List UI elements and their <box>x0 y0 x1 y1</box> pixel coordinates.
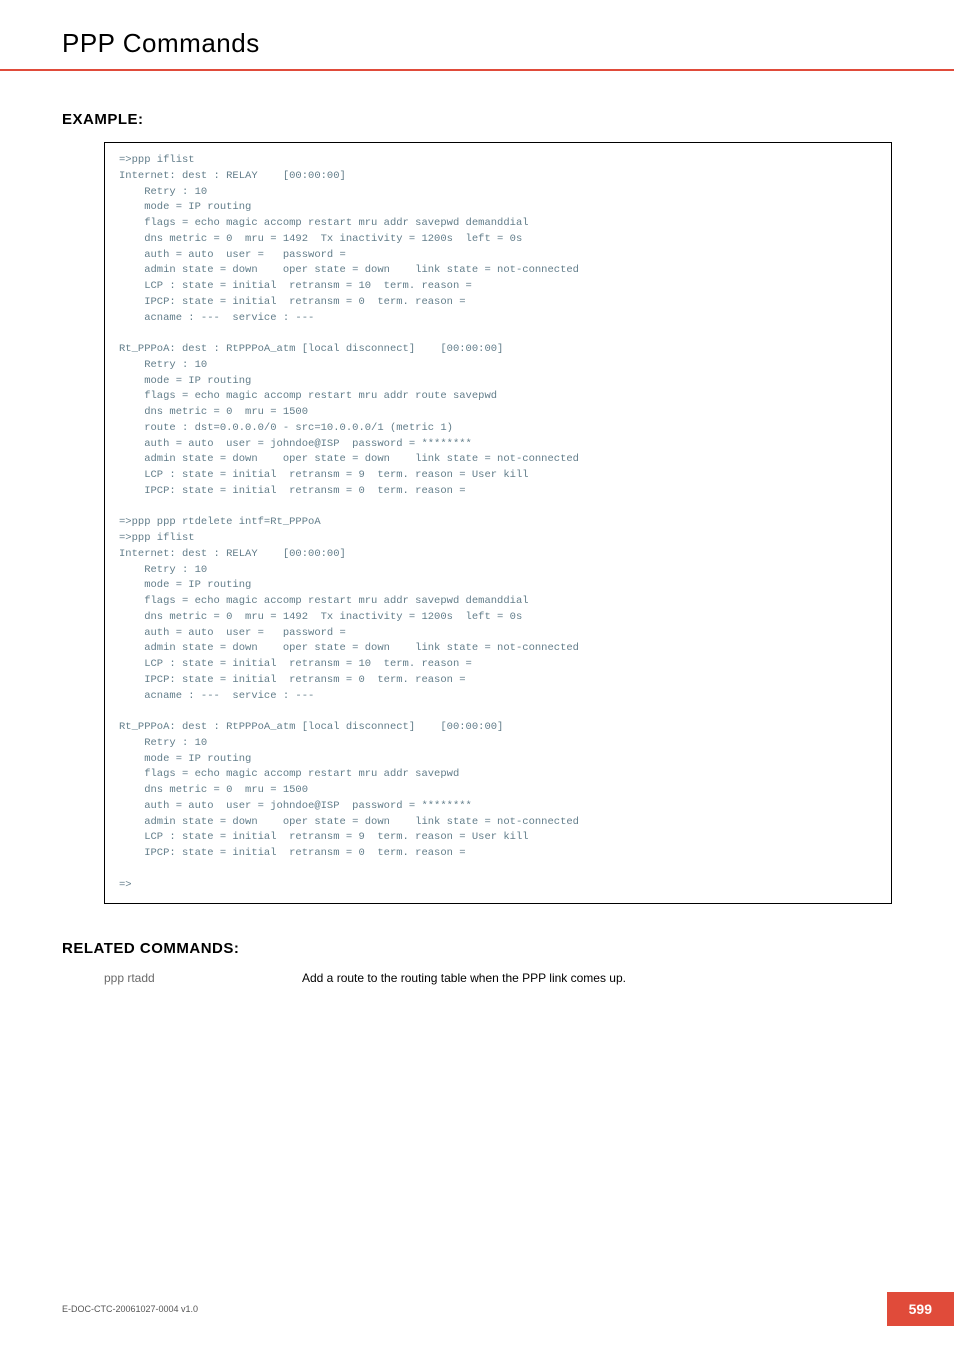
related-commands-heading: RELATED COMMANDS: <box>62 940 892 957</box>
example-heading: EXAMPLE: <box>62 111 892 128</box>
example-code-block: =>ppp iflist Internet: dest : RELAY [00:… <box>104 142 892 904</box>
footer-docref: E-DOC-CTC-20061027-0004 v1.0 <box>62 1304 198 1314</box>
related-command-row: ppp rtadd Add a route to the routing tab… <box>104 971 892 985</box>
footer-page-number: 599 <box>887 1292 954 1326</box>
related-command-name: ppp rtadd <box>104 971 302 985</box>
page-footer: E-DOC-CTC-20061027-0004 v1.0 599 <box>62 1292 954 1326</box>
related-command-description: Add a route to the routing table when th… <box>302 971 626 985</box>
page-title: PPP Commands <box>62 28 954 59</box>
